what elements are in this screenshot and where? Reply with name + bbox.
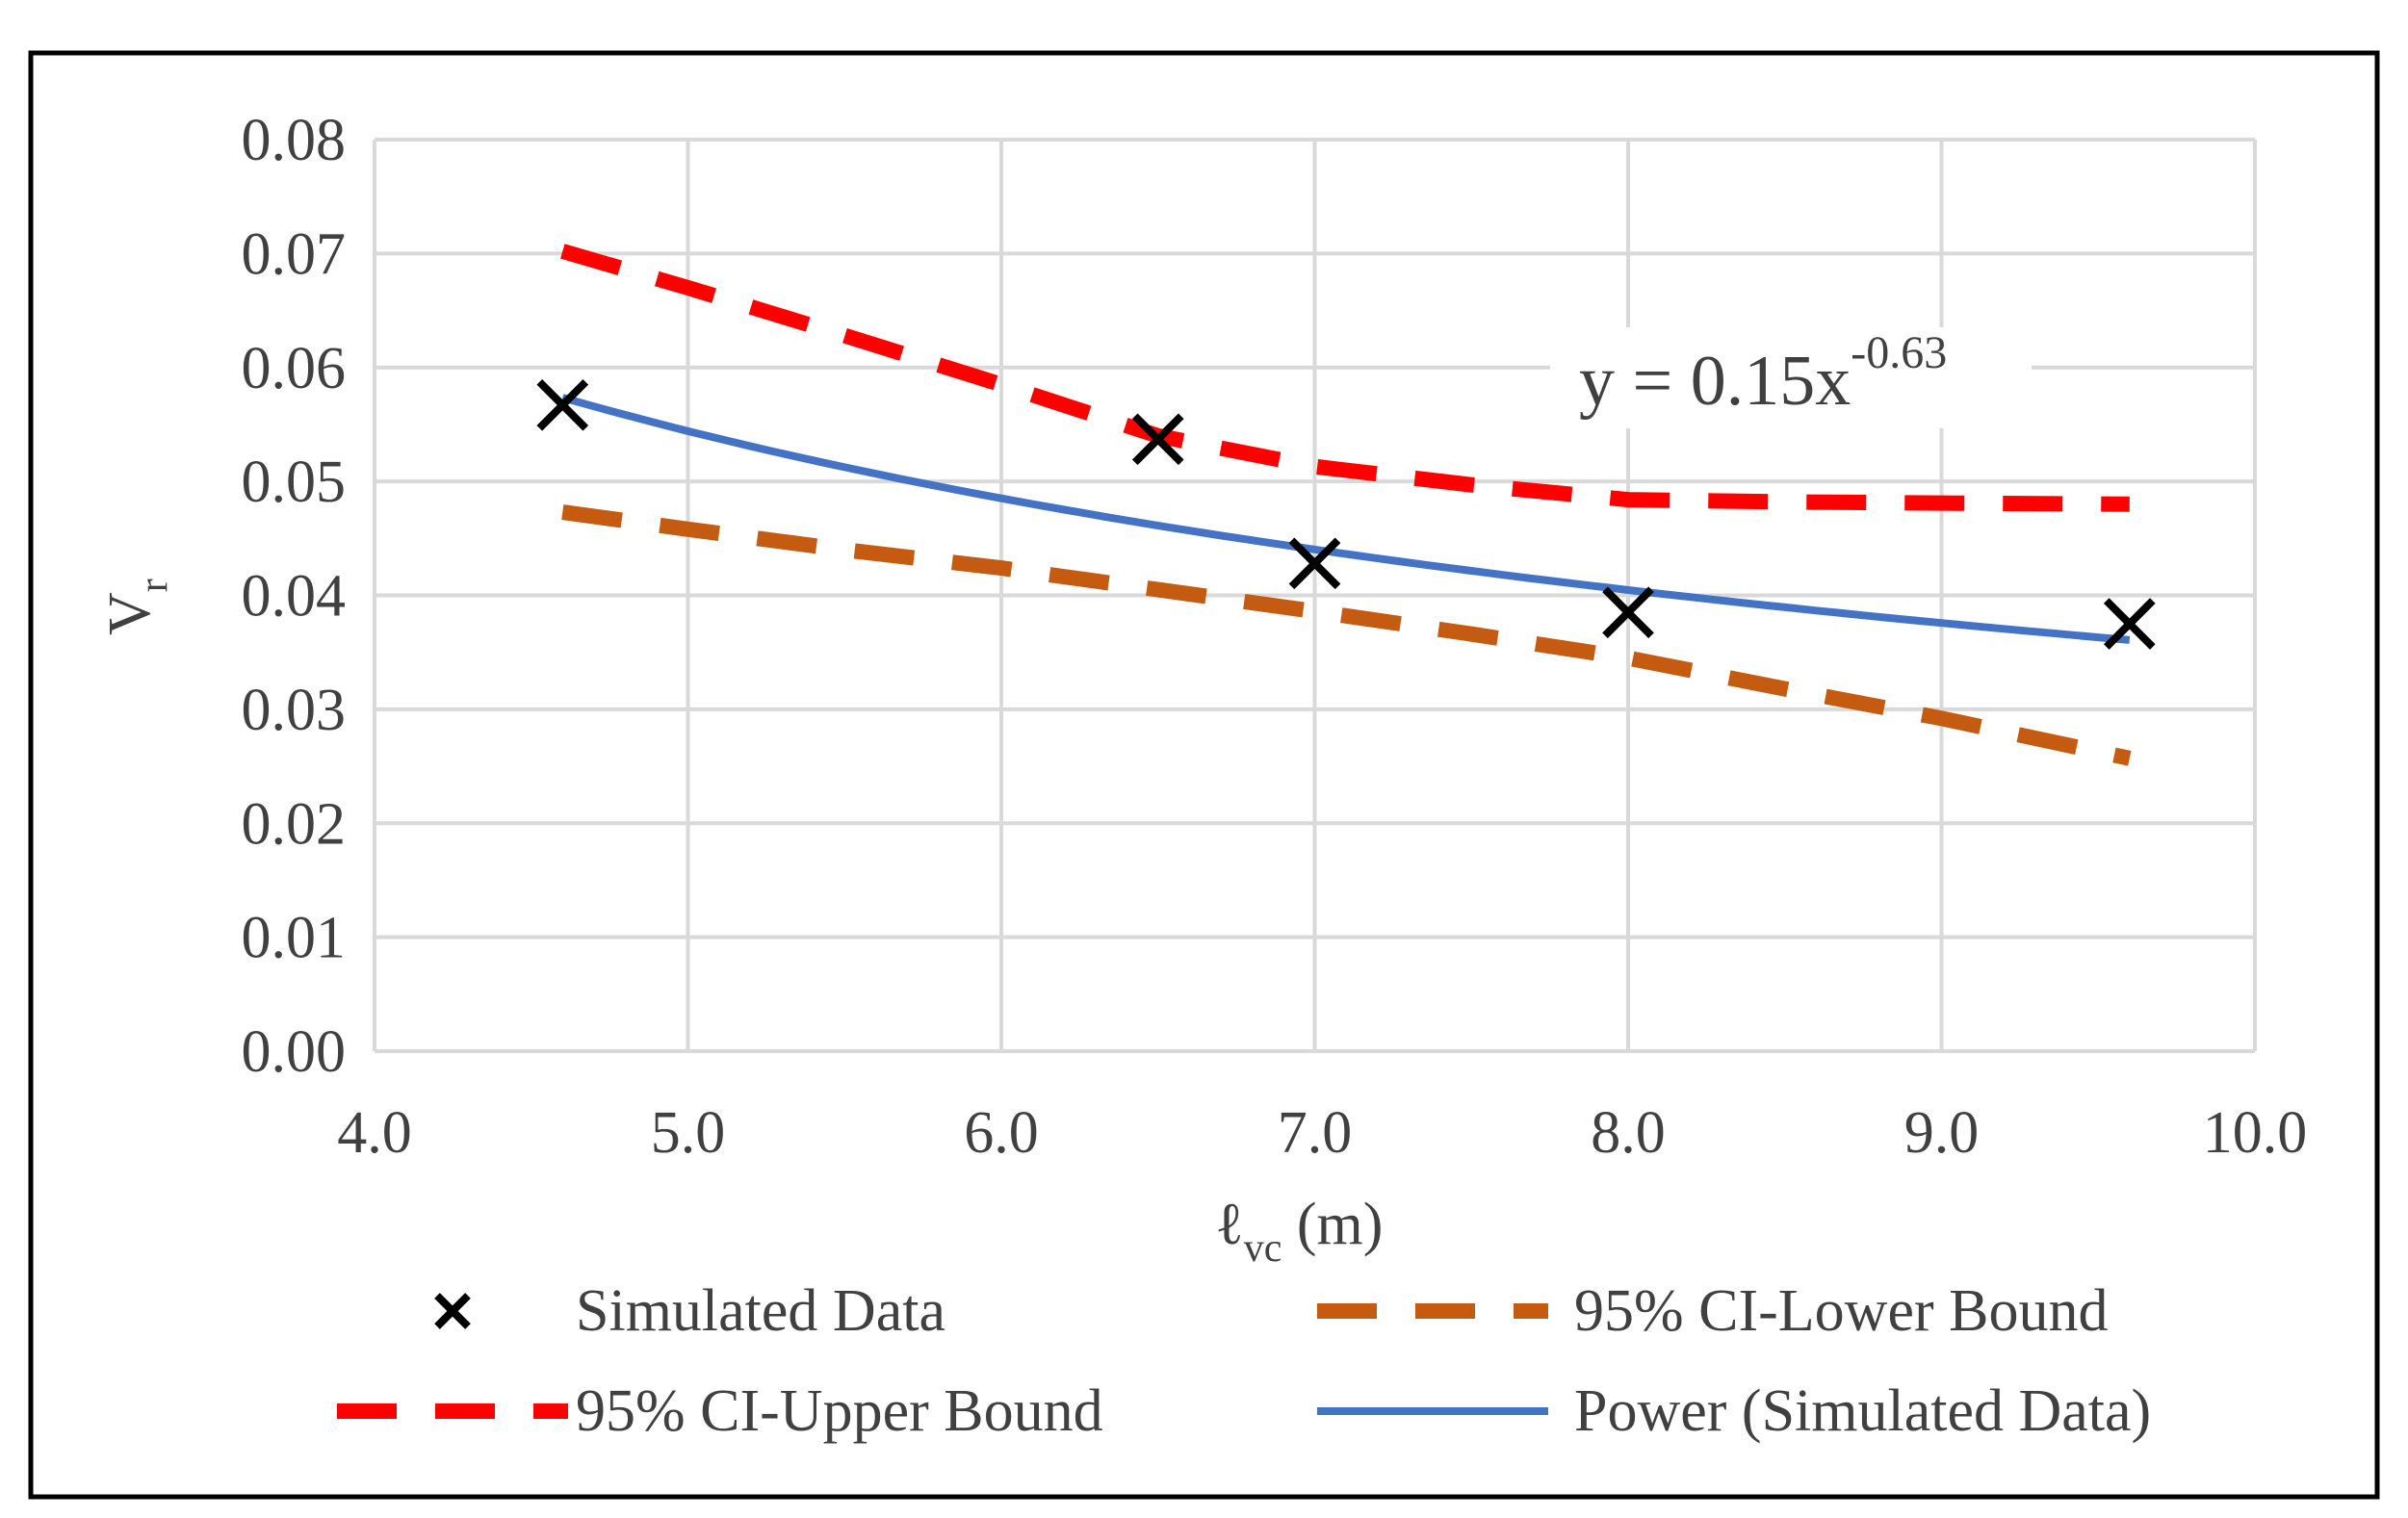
y-tick-label: 0.05: [242, 450, 347, 515]
y-tick-label: 0.01: [242, 906, 347, 971]
x-axis-label-sub: vc: [1244, 1226, 1282, 1271]
x-axis-label: ℓvc (m): [1215, 1192, 1383, 1271]
y-tick-label: 0.00: [242, 1019, 347, 1085]
chart-frame: [28, 50, 2380, 1500]
axes: [373, 140, 2255, 1053]
y-axis-label: Vr: [97, 579, 176, 635]
legend-label: Simulated Data: [576, 1278, 945, 1344]
data-point: [2103, 598, 2156, 650]
axis-labels: ℓvc (m) Vr: [97, 579, 1383, 1271]
trendline-equation: y = 0.15x-0.63: [1579, 327, 1947, 421]
x-tick-label: 6.0: [964, 1100, 1039, 1166]
x-tick-labels: 4.0 5.0 6.0 7.0 8.0 9.0 10.0: [337, 1100, 2307, 1166]
y-axis-label-main: V: [97, 592, 163, 635]
x-axis-label-unit: (m): [1282, 1192, 1383, 1257]
equation-background: [1550, 327, 2032, 428]
legend-label: Power (Simulated Data): [1574, 1378, 2151, 1444]
legend-marker: [434, 1293, 471, 1329]
data-point: [1131, 413, 1184, 466]
series-line: [560, 244, 2130, 512]
y-tick-labels: 0.00 0.01 0.02 0.03 0.04 0.05 0.06 0.07 0.08: [242, 108, 347, 1085]
x-tick-label: 8.0: [1591, 1100, 1666, 1166]
y-tick-label: 0.07: [242, 221, 347, 287]
y-tick-label: 0.03: [242, 678, 347, 743]
x-axis-label-main: ℓ: [1215, 1192, 1244, 1257]
y-tick-label: 0.08: [242, 108, 347, 173]
legend: Simulated Data 95% CI-Lower Bound 95% CI-U…: [337, 1278, 2151, 1444]
trendline: [561, 394, 2131, 644]
x-tick-label: 5.0: [651, 1100, 726, 1166]
equation-exponent: -0.63: [1851, 327, 1947, 378]
series-layer: [536, 244, 2156, 766]
series-line: [561, 504, 2132, 766]
x-tick-label: 10.0: [2203, 1100, 2308, 1166]
x-tick-label: 7.0: [1278, 1100, 1353, 1166]
x-tick-label: 9.0: [1904, 1100, 1980, 1166]
equation-base: y = 0.15x: [1579, 342, 1851, 421]
legend-label: 95% CI-Upper Bound: [576, 1378, 1103, 1444]
legend-label: 95% CI-Lower Bound: [1574, 1278, 2108, 1344]
data-point: [1602, 586, 1654, 639]
y-axis-label-sub: r: [132, 579, 176, 592]
data-point: [1288, 537, 1341, 590]
data-point: [536, 378, 589, 431]
y-tick-label: 0.06: [242, 336, 347, 401]
x-tick-label: 4.0: [337, 1100, 412, 1166]
y-tick-label: 0.04: [242, 564, 347, 630]
y-tick-label: 0.02: [242, 791, 347, 857]
equation-layer: y = 0.15x-0.63: [1550, 327, 2032, 428]
